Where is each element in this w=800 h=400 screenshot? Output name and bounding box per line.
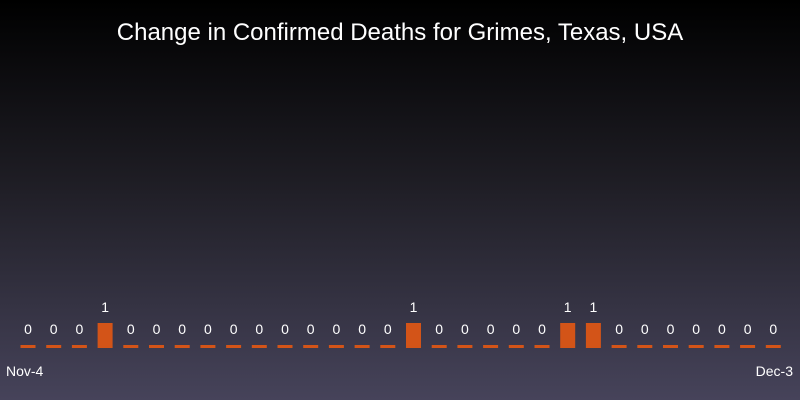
bar bbox=[483, 345, 499, 348]
bar-value-label: 0 bbox=[641, 321, 649, 337]
bar-value-label: 0 bbox=[204, 321, 212, 337]
bar-value-label: 0 bbox=[538, 321, 546, 337]
bar-value-label: 0 bbox=[76, 321, 84, 337]
bar-value-label: 0 bbox=[127, 321, 135, 337]
bar bbox=[663, 345, 678, 348]
bar bbox=[611, 345, 627, 348]
bar-value-label: 0 bbox=[487, 321, 495, 337]
bar-value-label: 0 bbox=[615, 321, 623, 337]
bar-value-label: 0 bbox=[667, 321, 675, 337]
bar bbox=[380, 345, 396, 348]
bar bbox=[123, 345, 139, 348]
bar bbox=[200, 345, 216, 348]
bar-value-label: 0 bbox=[281, 321, 289, 337]
bar-value-label: 0 bbox=[718, 321, 726, 337]
bar bbox=[560, 323, 576, 348]
bar-value-label: 1 bbox=[410, 299, 418, 315]
bar bbox=[174, 345, 190, 348]
bar-value-label: 0 bbox=[744, 321, 752, 337]
bar-value-label: 0 bbox=[358, 321, 366, 337]
bar-value-label: 0 bbox=[435, 321, 443, 337]
bar-value-label: 0 bbox=[461, 321, 469, 337]
bar bbox=[688, 345, 704, 348]
bar bbox=[149, 345, 164, 348]
bar bbox=[508, 345, 524, 348]
bar bbox=[226, 345, 242, 348]
bar bbox=[457, 345, 473, 348]
bar bbox=[765, 345, 781, 348]
bar bbox=[46, 345, 62, 348]
bar-value-label: 0 bbox=[24, 321, 32, 337]
bar-value-label: 1 bbox=[590, 299, 598, 315]
bar-value-label: 1 bbox=[564, 299, 572, 315]
bar-value-label: 0 bbox=[307, 321, 315, 337]
bar-value-label: 0 bbox=[692, 321, 700, 337]
bar-value-label: 0 bbox=[153, 321, 161, 337]
bar-value-label: 0 bbox=[230, 321, 238, 337]
bar bbox=[71, 345, 87, 348]
bar bbox=[20, 345, 36, 348]
bar bbox=[277, 345, 293, 348]
bar bbox=[303, 345, 319, 348]
bar-value-label: 0 bbox=[384, 321, 392, 337]
bar bbox=[740, 345, 756, 348]
chart-title: Change in Confirmed Deaths for Grimes, T… bbox=[116, 19, 684, 46]
bar bbox=[251, 345, 267, 348]
bar bbox=[585, 323, 601, 348]
bar bbox=[431, 345, 447, 348]
bar bbox=[328, 345, 344, 348]
bar bbox=[97, 323, 113, 348]
bar bbox=[714, 345, 730, 348]
bar-value-label: 0 bbox=[255, 321, 263, 337]
bar-value-label: 0 bbox=[50, 321, 58, 337]
x-axis-end-label: Dec-3 bbox=[755, 363, 793, 379]
bar-value-label: 0 bbox=[333, 321, 341, 337]
bar-value-label: 0 bbox=[178, 321, 186, 337]
bar-value-label: 0 bbox=[512, 321, 520, 337]
bar bbox=[637, 345, 653, 348]
bar bbox=[354, 345, 370, 348]
x-axis-start-label: Nov-4 bbox=[6, 363, 44, 379]
bar-value-label: 0 bbox=[769, 321, 777, 337]
bar bbox=[534, 345, 550, 348]
bar bbox=[406, 323, 421, 348]
bar-value-label: 1 bbox=[101, 299, 109, 315]
